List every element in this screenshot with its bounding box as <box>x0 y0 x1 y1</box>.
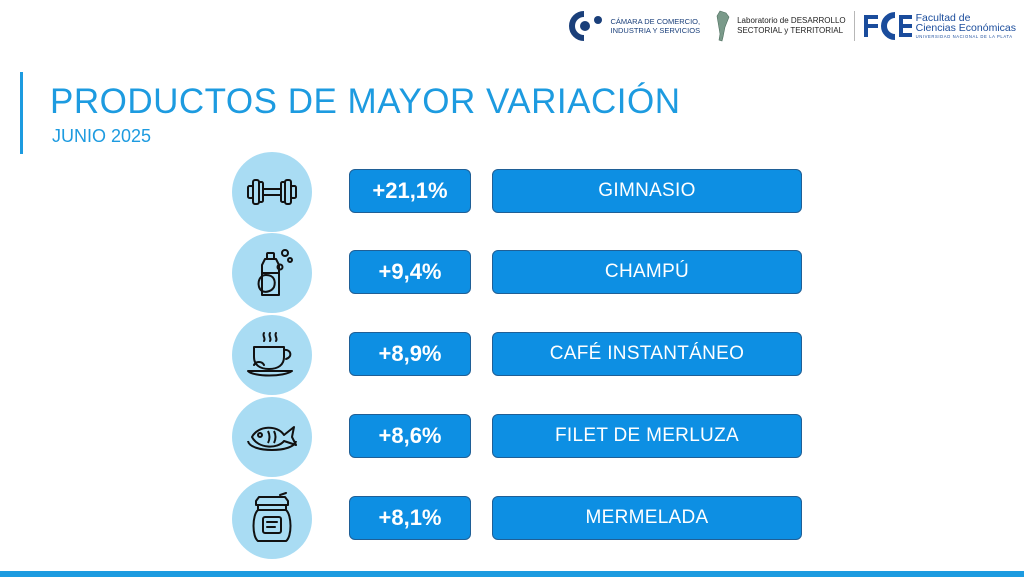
lab-logo: Laboratorio de DESARROLLO SECTORIAL y TE… <box>714 10 846 42</box>
argentina-map-icon <box>716 10 730 42</box>
fce-logo-line3: UNIVERSIDAD NACIONAL DE LA PLATA <box>915 33 1013 39</box>
jam-jar-icon <box>252 492 292 542</box>
fce-logo-line1: Facultad de <box>915 11 971 24</box>
product-name: FILET DE MERLUZA <box>492 414 802 458</box>
list-item: +9,4% CHAMPÚ <box>232 233 812 313</box>
header-logos: CÁMARA DE COMERCIO, INDUSTRIA Y SERVICIO… <box>566 8 1016 44</box>
ccis-logo-icon <box>569 11 603 41</box>
variation-badge: +8,1% <box>349 496 471 540</box>
lab-logo-line1: Laboratorio de DESARROLLO <box>737 16 846 25</box>
lab-logo-line2: SECTORIAL y TERRITORIAL <box>737 26 844 35</box>
icon-circle <box>232 233 312 313</box>
logo-divider <box>853 11 855 41</box>
title-accent-bar <box>20 72 23 154</box>
product-name: CAFÉ INSTANTÁNEO <box>492 332 802 376</box>
coffee-cup-icon <box>247 332 293 377</box>
product-name: CHAMPÚ <box>492 250 802 294</box>
list-item: +8,6% FILET DE MERLUZA <box>232 397 812 477</box>
page-title: PRODUCTOS DE MAYOR VARIACIÓN <box>50 82 681 121</box>
dumbbell-icon <box>247 179 297 205</box>
product-name: MERMELADA <box>492 496 802 540</box>
list-item: +8,9% CAFÉ INSTANTÁNEO <box>232 315 812 395</box>
icon-circle <box>232 152 312 232</box>
variation-badge: +21,1% <box>349 169 471 213</box>
fce-logo: Facultad de Ciencias Económicas UNIVERSI… <box>863 12 1016 40</box>
fish-icon <box>247 426 297 451</box>
product-name: GIMNASIO <box>492 169 802 213</box>
fce-logo-icon <box>863 12 912 40</box>
list-item: +8,1% MERMELADA <box>232 479 812 559</box>
shampoo-icon <box>257 249 293 296</box>
variation-badge: +8,9% <box>349 332 471 376</box>
list-item: +21,1% GIMNASIO <box>232 152 812 232</box>
ccis-logo-line1: CÁMARA DE COMERCIO, <box>610 17 701 26</box>
variation-badge: +9,4% <box>349 250 471 294</box>
fce-logo-line2: Ciencias Económicas <box>915 21 1016 34</box>
variation-badge: +8,6% <box>349 414 471 458</box>
icon-circle <box>232 479 312 559</box>
icon-circle <box>232 397 312 477</box>
ccis-logo: CÁMARA DE COMERCIO, INDUSTRIA Y SERVICIO… <box>566 11 700 41</box>
icon-circle <box>232 315 312 395</box>
page-subtitle: JUNIO 2025 <box>52 126 152 146</box>
ccis-logo-line2: INDUSTRIA Y SERVICIOS <box>610 26 701 35</box>
footer-accent-bar <box>0 571 1024 577</box>
